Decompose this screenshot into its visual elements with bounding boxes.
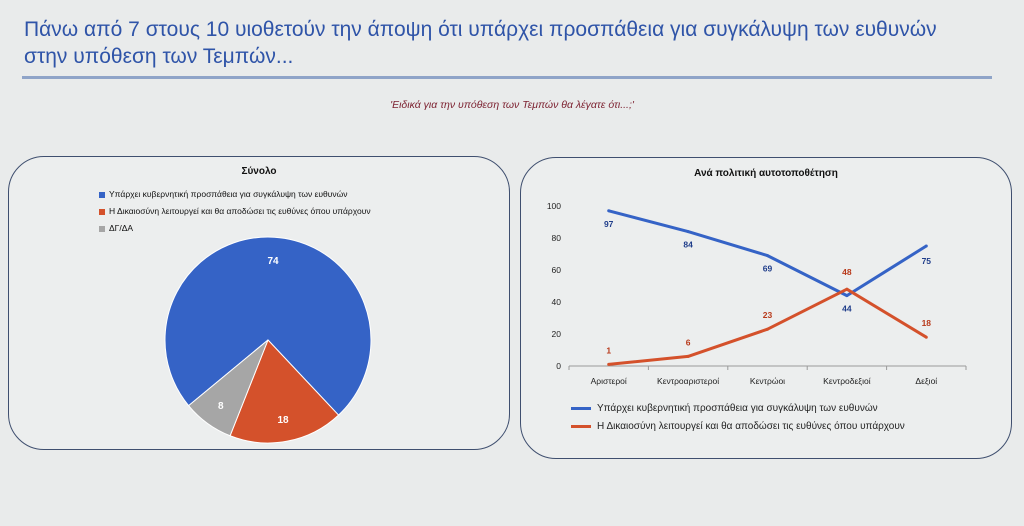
line-chart-panel: Ανά πολιτική αυτοτοποθέτηση 0 20 40 60 80 100… [520,157,1012,459]
line-data-label: 23 [763,310,773,320]
pie-slice-2 [229,339,340,444]
line-point [924,244,928,248]
line-legend-label-1: Υπάρχει κυβερνητική προσπάθεια για συγκά… [597,403,878,414]
line-data-label: 48 [842,267,852,277]
pie-chart-title: Σύνολο [241,166,277,177]
pie-data-label-2: 18 [277,415,289,426]
line-data-label: 18 [922,318,932,328]
y-tick-label: 80 [552,233,562,243]
line-point [686,354,690,358]
legend-line-blue [571,406,591,410]
x-tick-label: Δεξιοί [915,376,937,386]
line-data-label: 69 [763,264,773,274]
line-point [766,254,769,258]
line-point [607,209,611,213]
line-data-label: 6 [686,337,691,347]
legend-swatch-orange [99,208,105,215]
x-tick-label: Κεντροαριστεροί [657,376,719,386]
pie-legend-label-1: Υπάρχει κυβερνητική προσπάθεια για συγκά… [109,189,348,199]
x-tick-label: Κεντροδεξιοί [823,376,871,386]
line-point [845,287,849,291]
line-data-label: 84 [683,240,693,250]
line-point [924,335,928,339]
line-data-label: 75 [922,256,932,266]
y-tick-label: 20 [552,329,562,339]
pie-data-label-3: 8 [218,401,224,412]
line-legend-item-2: Η Δικαιοσύνη λειτουργεί και θα αποδώσει … [571,421,905,432]
line-point [607,362,611,366]
y-tick-label: 0 [556,361,561,371]
line-data-label: 97 [604,219,614,229]
legend-line-orange [571,424,591,428]
pie-data-label-1: 74 [267,256,279,267]
x-tick-label: Αριστεροί [591,376,627,386]
y-tick-label: 40 [552,297,562,307]
pie-chart: 74 18 8 [164,236,372,444]
line-legend-item-1: Υπάρχει κυβερνητική προσπάθεια για συγκά… [571,403,878,414]
line-point [686,230,690,234]
pie-legend-item-2: Η Δικαιοσύνη λειτουργεί και θα αποδώσει … [99,206,371,216]
pie-legend-label-2: Η Δικαιοσύνη λειτουργεί και θα αποδώσει … [109,206,371,216]
x-tick-label: Κεντρώοι [750,376,785,386]
line-series-2 [608,287,928,366]
line-chart: 0 20 40 60 80 100 Αριστεροί Κεντροαριστεροί Κεντ… [547,201,967,386]
line-chart-title: Ανά πολιτική αυτοτοποθέτηση [694,168,838,179]
line-point [766,327,769,331]
pie-chart-panel: Σύνολο Υπάρχει κυβερνητική προσπάθεια γι… [8,156,510,450]
pie-legend-item-3: ΔΓ/ΔΑ [99,223,133,233]
line-data-label: 44 [842,304,852,314]
line-data-label: 1 [606,345,611,355]
legend-swatch-blue [99,191,105,198]
survey-question: 'Ειδικά για την υπόθεση των Τεμπών θα λέ… [390,99,634,111]
pie-legend-label-3: ΔΓ/ΔΑ [109,223,134,233]
pie-legend-item-1: Υπάρχει κυβερνητική προσπάθεια για συγκά… [99,189,348,199]
legend-swatch-gray [99,225,105,232]
y-tick-label: 100 [547,201,561,211]
line-series-1 [608,209,928,298]
title-divider [22,76,992,79]
page-title: Πάνω από 7 στους 10 υιοθετούν την άποψη … [24,16,1004,70]
page-title-line-1: Πάνω από 7 στους 10 υιοθετούν την άποψη … [24,18,937,41]
pie-slice-3 [187,339,269,437]
line-point [845,294,849,298]
line-legend-label-2: Η Δικαιοσύνη λειτουργεί και θα αποδώσει … [597,421,905,432]
y-tick-label: 60 [552,265,562,275]
pie-slice-1 [164,236,372,416]
page-title-line-2: στην υπόθεση των Τεμπών... [24,45,294,68]
